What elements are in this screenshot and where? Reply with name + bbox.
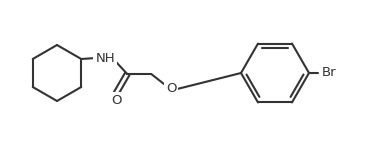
Text: NH: NH xyxy=(96,51,115,65)
Text: O: O xyxy=(111,94,121,106)
Text: O: O xyxy=(166,83,176,96)
Text: Br: Br xyxy=(322,67,336,79)
